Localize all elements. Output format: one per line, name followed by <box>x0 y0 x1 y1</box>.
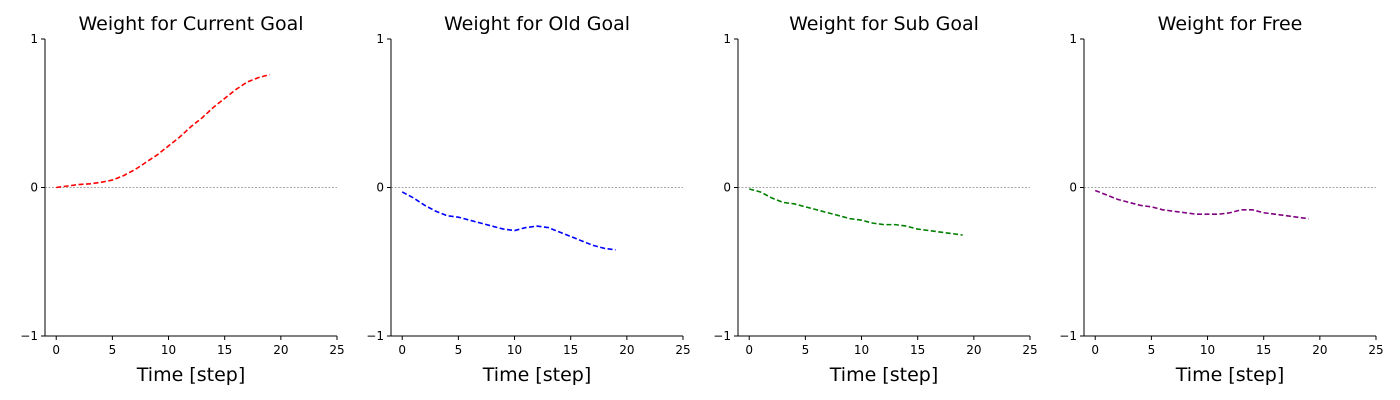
x-tick-label: 25 <box>329 343 344 357</box>
x-tick-label: 5 <box>455 343 463 357</box>
x-tick-label: 5 <box>802 343 810 357</box>
y-tick-label: 1 <box>723 32 731 46</box>
x-tick-label: 20 <box>273 343 288 357</box>
x-tick-label: 25 <box>675 343 690 357</box>
series-line <box>401 191 616 251</box>
x-axis-label: Time [step] <box>136 364 245 386</box>
x-tick-label: 10 <box>507 343 522 357</box>
x-tick-label: 0 <box>1091 343 1099 357</box>
x-tick-label: 10 <box>854 343 869 357</box>
y-tick-label: 0 <box>723 181 731 195</box>
x-tick-label: 25 <box>1368 343 1383 357</box>
x-tick-label: 0 <box>398 343 406 357</box>
x-tick-label: 15 <box>910 343 925 357</box>
y-tick-label: 1 <box>30 32 38 46</box>
x-tick-label: 20 <box>966 343 981 357</box>
x-tick-label: 20 <box>619 343 634 357</box>
y-tick-label: −1 <box>1059 329 1077 343</box>
x-axis-label: Time [step] <box>829 364 938 386</box>
x-tick-label: 0 <box>52 343 60 357</box>
chart-title: Weight for Free <box>1158 13 1303 35</box>
x-tick-label: 10 <box>161 343 176 357</box>
x-axis-label: Time [step] <box>1175 364 1284 386</box>
x-tick-label: 20 <box>1312 343 1327 357</box>
y-tick-label: 1 <box>376 32 384 46</box>
y-tick-label: −1 <box>366 329 384 343</box>
x-axis-label: Time [step] <box>482 364 591 386</box>
y-tick-label: 1 <box>1069 32 1077 46</box>
series-line <box>1094 189 1309 220</box>
chart-title: Weight for Current Goal <box>78 13 303 35</box>
x-tick-label: 15 <box>217 343 232 357</box>
x-tick-label: 5 <box>1148 343 1156 357</box>
y-tick-label: 0 <box>376 181 384 195</box>
y-tick-label: −1 <box>20 329 38 343</box>
x-tick-label: 5 <box>109 343 117 357</box>
x-tick-label: 10 <box>1200 343 1215 357</box>
x-tick-label: 15 <box>563 343 578 357</box>
x-tick-label: 25 <box>1022 343 1037 357</box>
y-tick-label: 0 <box>30 181 38 195</box>
x-tick-label: 15 <box>1256 343 1271 357</box>
y-tick-label: −1 <box>713 329 731 343</box>
series-line <box>56 73 270 189</box>
x-tick-label: 0 <box>745 343 753 357</box>
chart-title: Weight for Sub Goal <box>789 13 979 35</box>
chart-title: Weight for Old Goal <box>444 13 630 35</box>
series-line <box>749 188 963 236</box>
y-tick-label: 0 <box>1069 181 1077 195</box>
